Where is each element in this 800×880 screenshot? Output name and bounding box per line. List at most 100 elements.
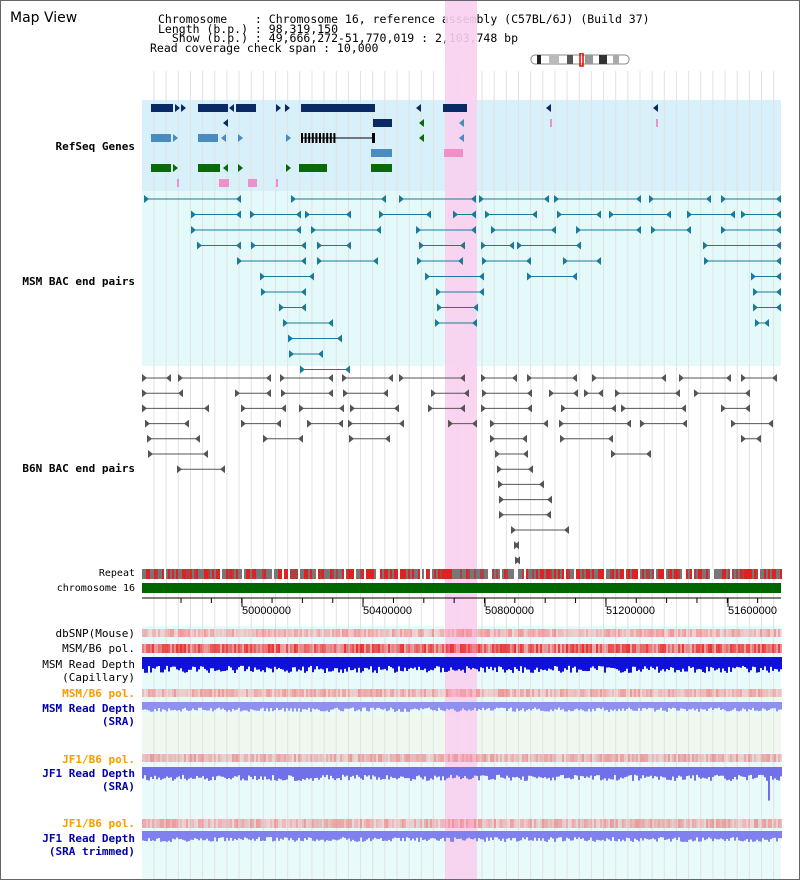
msm-b6-pol-cell (632, 644, 634, 653)
msm-b6-pol-cell (274, 644, 276, 653)
msm-b6-pol-cell (478, 644, 480, 653)
msm-depth-capillary-bar (518, 657, 520, 671)
jf1-b6-pol-cell (344, 754, 346, 762)
gene-feature (371, 149, 392, 157)
msm-b6-pol-cell (742, 644, 744, 653)
msm-b6-pol-cell (516, 644, 518, 653)
msm-depth-capillary-bar (498, 657, 500, 667)
bac-end-marker (704, 257, 709, 265)
jf1-depth-trim-bar (408, 831, 410, 839)
msm-depth-sra-bar (202, 702, 204, 710)
msm-depth-sra-bar (736, 702, 738, 711)
repeat-segment (520, 569, 522, 579)
bac-end-marker (596, 210, 601, 219)
jf1-depth-sra-bar (488, 767, 490, 780)
dbsnp-cell (238, 629, 240, 637)
bac-end-marker (751, 272, 756, 281)
jf1-b6-pol-cell (204, 754, 206, 762)
msm-b6-pol-cell (232, 644, 234, 653)
dbsnp-cell (212, 629, 214, 637)
jf1-b6-pol-cell (358, 754, 360, 762)
dbsnp-cell (498, 629, 500, 637)
msm-b6-pol-cell (722, 644, 724, 653)
jf1-depth-sra-bar (544, 767, 546, 778)
jf1-b6-pol-cell (418, 754, 420, 762)
jf1-b6-pol-trim-cell (170, 819, 172, 828)
jf1-b6-pol-trim-cell (146, 819, 148, 828)
repeat-segment (382, 569, 384, 579)
msm-b6-pol-sra-cell (448, 689, 450, 697)
jf1-b6-pol-trim-cell (374, 819, 376, 828)
msm-b6-pol-cell (662, 644, 664, 653)
msm-b6-pol-cell (446, 644, 448, 653)
msm-b6-pol-sra-cell (572, 689, 574, 697)
msm-depth-sra-bar (722, 702, 724, 709)
msm-depth-sra-bar (618, 702, 620, 709)
bac-end-marker (373, 257, 378, 265)
msm-depth-sra-bar (524, 702, 526, 712)
b6n-bac-track-label: B6N BAC end pairs (22, 462, 135, 475)
jf1-b6-pol-cell (652, 754, 654, 762)
msm-depth-capillary-bar (360, 657, 362, 673)
repeat-segment (476, 569, 478, 579)
bac-end-marker (346, 210, 351, 219)
dbsnp-cell (144, 629, 146, 637)
jf1-depth-trim-bar (404, 831, 406, 842)
msm-depth-capillary-bar (652, 657, 654, 668)
jf1-depth-sra-bar (356, 767, 358, 775)
dbsnp-cell (744, 629, 746, 637)
jf1-depth-trim-bar (186, 831, 188, 842)
jf1-b6-pol-trim-cell (560, 819, 562, 828)
dbsnp-cell (632, 629, 634, 637)
msm-b6-pol-cell (192, 644, 194, 653)
jf1-depth-trim-track-label: JF1 Read Depth (SRA trimmed) (42, 832, 135, 858)
msm-b6-pol-cell (424, 644, 426, 653)
msm-b6-pol-sra-cell (328, 689, 330, 697)
repeat-segment (280, 569, 282, 579)
msm-depth-capillary-bar (268, 657, 270, 669)
repeat-segment (190, 569, 192, 579)
jf1-b6-pol-trim-cell (198, 819, 200, 828)
msm-depth-sra-bar (178, 702, 180, 710)
msm-b6-pol-sra-cell (542, 689, 544, 697)
repeat-segment (332, 569, 334, 579)
jf1-depth-sra-bar (534, 767, 536, 778)
msm-depth-capillary-bar (418, 657, 420, 667)
jf1-depth-trim-bar (238, 831, 240, 839)
repeat-segment (158, 569, 160, 579)
pink-feature (248, 179, 257, 187)
jf1-b6-pol-trim-cell (456, 819, 458, 828)
jf1-depth-sra-bar (270, 767, 272, 781)
jf1-depth-trim-bar (324, 831, 326, 842)
repeat-segment (614, 569, 616, 579)
jf1-depth-trim-bar (358, 831, 360, 842)
gene-arrow-icon (223, 119, 228, 127)
jf1-b6-pol-cell (566, 754, 568, 762)
bac-end-marker (523, 450, 528, 458)
dbsnp-cell (214, 629, 216, 637)
jf1-b6-pol-cell (526, 754, 528, 762)
msm-depth-capillary-bar (312, 657, 314, 673)
jf1-depth-sra-bar (760, 767, 762, 775)
msm-depth-capillary-bar (178, 657, 180, 671)
jf1-b6-pol-trim-cell (778, 819, 780, 828)
repeat-segment (344, 569, 346, 579)
jf1-depth-trim-bar (298, 831, 300, 838)
msm-depth-sra-bar (690, 702, 692, 710)
dbsnp-cell (366, 629, 368, 637)
chromosome-ideogram[interactable] (529, 53, 631, 67)
msm-b6-pol-cell (608, 644, 610, 653)
repeat-segment (212, 569, 214, 579)
jf1-depth-sra-bar (162, 767, 164, 779)
jf1-depth-trim-bar (520, 831, 522, 841)
jf1-depth-sra-bar (212, 767, 214, 777)
msm-depth-capillary-bar (766, 657, 768, 671)
repeat-segment (726, 569, 728, 579)
jf1-depth-sra-bar (492, 767, 494, 779)
jf1-depth-sra-bar (144, 767, 146, 776)
msm-b6-pol-cell (200, 644, 202, 653)
jf1-b6-pol-trim-cell (474, 819, 476, 828)
jf1-depth-sra-bar (188, 767, 190, 779)
jf1-depth-trim-bar (416, 831, 418, 838)
